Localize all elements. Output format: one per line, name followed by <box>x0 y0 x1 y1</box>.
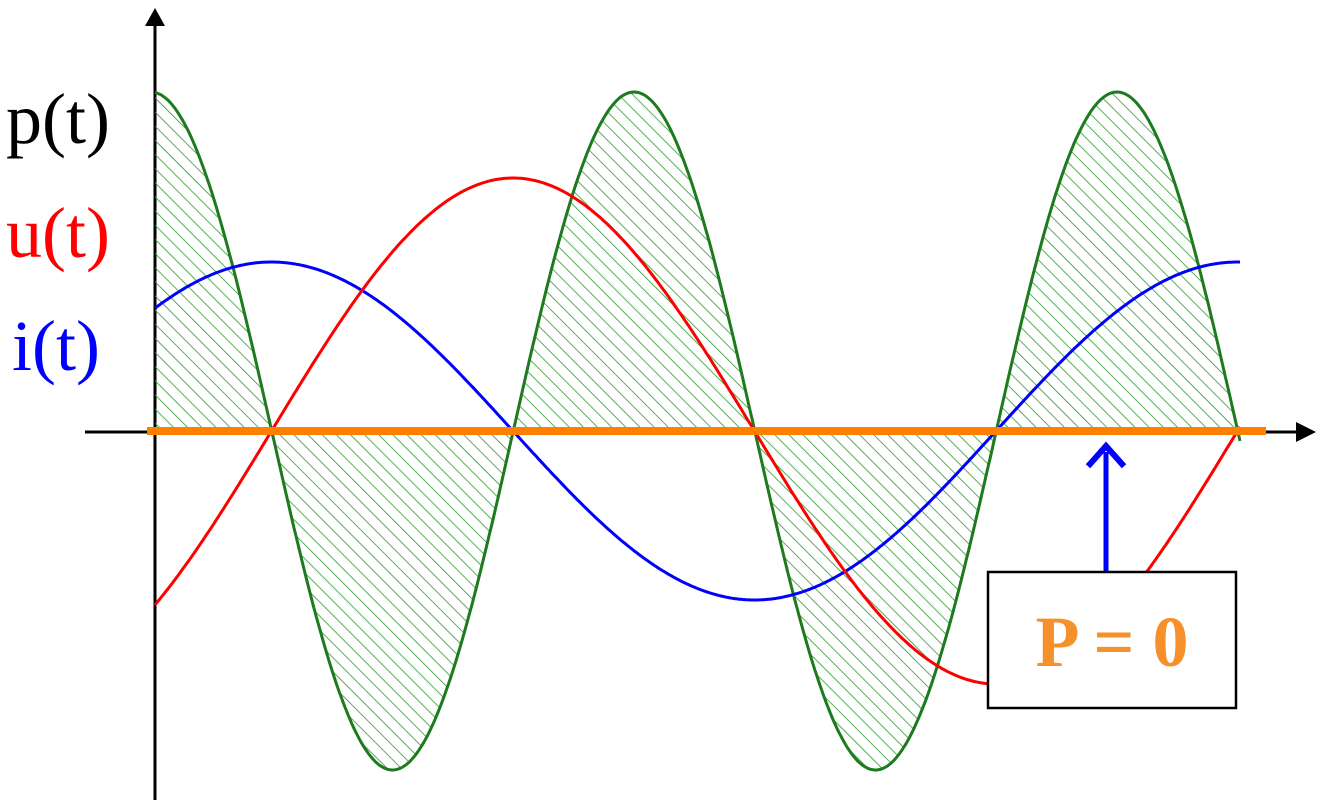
i-label: i(t) <box>12 306 100 386</box>
power-curve <box>154 90 1242 772</box>
p-label: p(t) <box>6 79 110 159</box>
annotation-arrow-head <box>1085 441 1127 469</box>
u-label: u(t) <box>6 193 110 273</box>
x-axis-arrow <box>1296 422 1316 442</box>
annotation-text: P = 0 <box>1035 602 1188 682</box>
current-curve <box>154 260 1240 602</box>
annotation-box <box>986 570 1238 710</box>
y-axis-arrow <box>145 8 165 26</box>
